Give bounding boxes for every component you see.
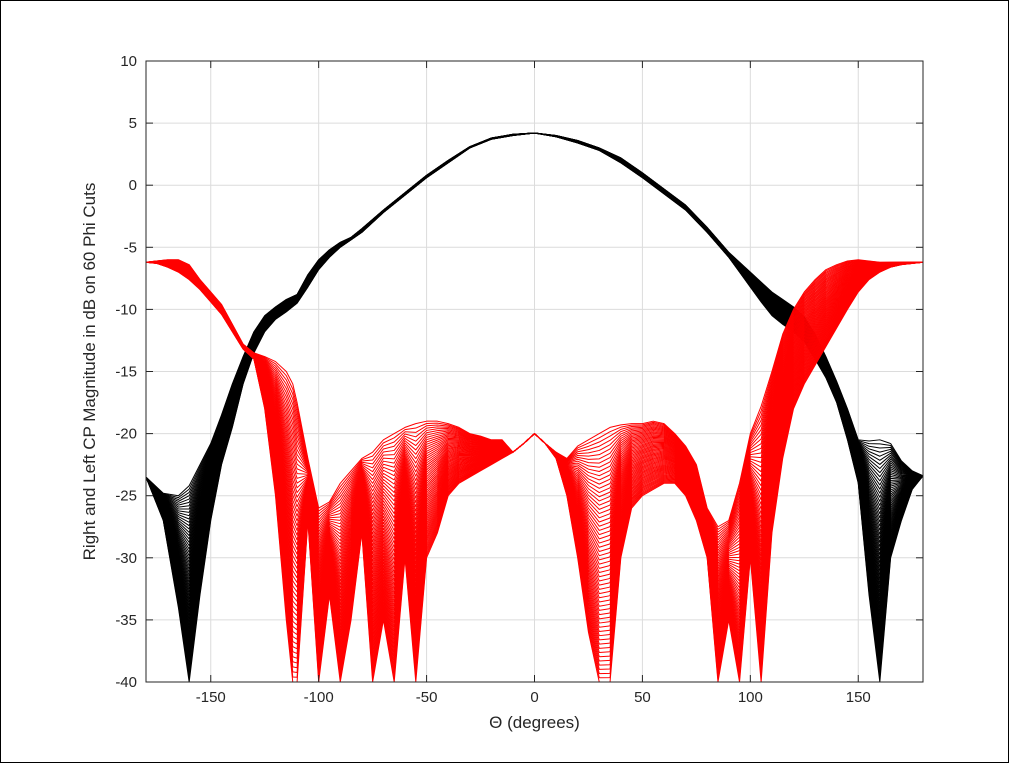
y-tick-label: 10 [120,53,137,70]
x-tick-label: 0 [530,689,538,706]
y-tick-label: -10 [115,301,137,318]
y-tick-label: 0 [129,177,137,194]
x-tick-label: -100 [304,689,334,706]
x-tick-label: 100 [738,689,763,706]
tick-labels: -150 -100 -50 0 50 100 1501050-5-10-15-20-25-3… [115,53,870,706]
series-layer [145,132,924,683]
y-tick-label: 5 [129,115,137,132]
y-axis-label: Right and Left CP Magnitude in dB on 60 … [80,183,99,561]
series-0-cut-line [145,132,924,683]
y-tick-label: -35 [115,612,137,629]
x-axis-label: Θ (degrees) [489,713,580,732]
y-tick-label: -25 [115,488,137,505]
x-tick-label: 50 [634,689,651,706]
y-tick-label: -40 [115,674,137,691]
x-tick-label: -50 [416,689,438,706]
x-tick-label: 150 [846,689,871,706]
y-tick-label: -15 [115,364,137,381]
series-1-cut-line [145,261,924,683]
x-tick-label: -150 [196,689,226,706]
y-tick-label: -30 [115,550,137,567]
axes [145,60,924,683]
series-group-0 [145,132,924,683]
y-tick-label: -5 [124,239,137,256]
y-tick-label: -20 [115,426,137,443]
series-group-1 [145,259,924,683]
